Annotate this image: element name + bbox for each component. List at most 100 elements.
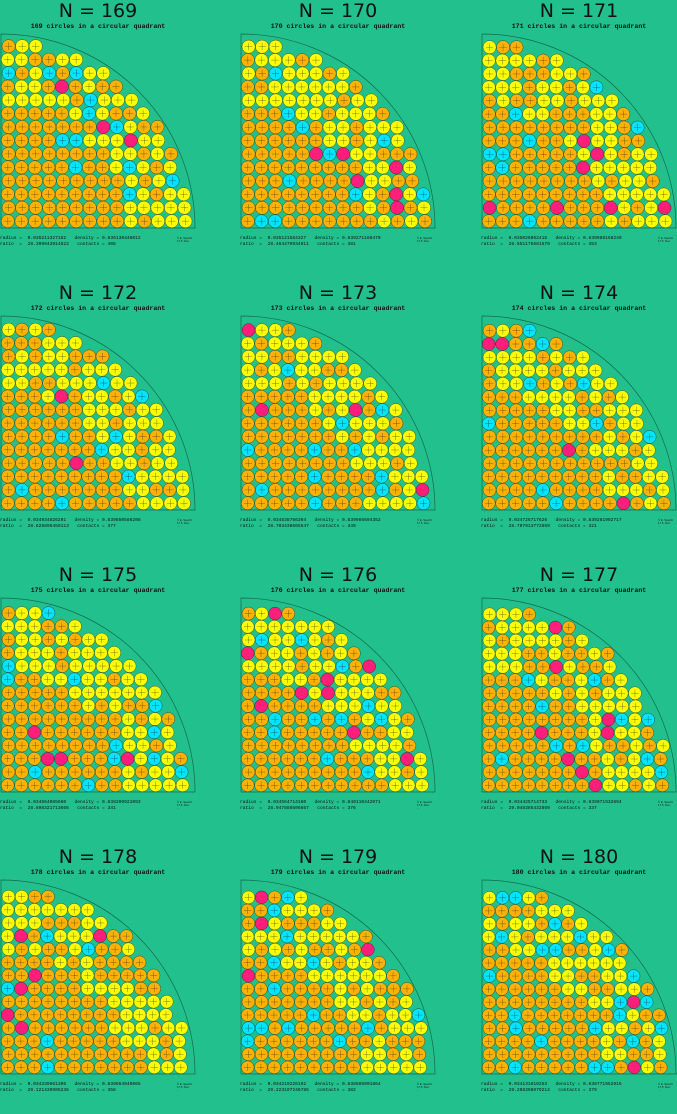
packed-circle bbox=[67, 995, 82, 1009]
packed-circle bbox=[508, 416, 523, 431]
packed-circle bbox=[107, 672, 121, 686]
packed-circle bbox=[536, 53, 550, 68]
packed-circle bbox=[602, 1021, 616, 1035]
packed-circle bbox=[281, 363, 295, 377]
packed-circle bbox=[1, 916, 16, 930]
packed-circle bbox=[294, 890, 308, 904]
packed-circle bbox=[615, 443, 629, 457]
packed-circle bbox=[495, 80, 510, 95]
packed-circle bbox=[110, 376, 124, 390]
packed-circle bbox=[509, 201, 524, 215]
packed-circle bbox=[294, 1060, 308, 1074]
packed-circle bbox=[495, 363, 509, 378]
packed-circle bbox=[136, 187, 150, 202]
packed-circle bbox=[401, 469, 416, 484]
packed-circle bbox=[496, 1021, 510, 1035]
packing-diagram bbox=[0, 33, 196, 229]
packed-circle bbox=[307, 969, 321, 983]
packed-circle bbox=[391, 174, 406, 188]
packed-circle bbox=[320, 1060, 334, 1074]
packed-circle bbox=[627, 752, 641, 766]
packed-circle bbox=[268, 712, 282, 726]
packed-circle bbox=[346, 1008, 360, 1022]
packed-circle bbox=[254, 982, 268, 996]
packed-circle bbox=[294, 995, 308, 1009]
packed-circle bbox=[629, 430, 643, 444]
packed-circle bbox=[268, 187, 282, 202]
packed-circle bbox=[577, 134, 591, 148]
packed-circle bbox=[294, 1021, 309, 1035]
packed-circle bbox=[96, 376, 111, 390]
packed-circle bbox=[575, 363, 589, 378]
packed-circle bbox=[482, 686, 497, 700]
packed-circle bbox=[111, 173, 125, 188]
packed-circle bbox=[337, 93, 351, 108]
packed-circle bbox=[309, 66, 323, 81]
packed-circle bbox=[133, 968, 148, 983]
packed-circle bbox=[536, 377, 551, 391]
packed-circle bbox=[615, 1021, 629, 1035]
packed-circle bbox=[548, 969, 562, 983]
packed-circle bbox=[535, 107, 550, 121]
packed-circle bbox=[107, 981, 121, 996]
packed-circle bbox=[134, 981, 148, 996]
packed-circle bbox=[1, 496, 15, 510]
packed-circle bbox=[535, 686, 550, 700]
packed-circle bbox=[68, 336, 83, 350]
packed-circle bbox=[70, 93, 84, 107]
packed-circle bbox=[281, 416, 296, 431]
packed-circle bbox=[534, 956, 548, 970]
packed-circle bbox=[280, 1034, 294, 1048]
packed-circle bbox=[241, 1008, 255, 1022]
packed-circle bbox=[550, 67, 564, 81]
packed-circle bbox=[268, 376, 283, 391]
packed-circle bbox=[123, 456, 138, 470]
packed-circle bbox=[347, 1060, 361, 1074]
packed-circle bbox=[482, 456, 497, 471]
packed-circle bbox=[134, 752, 148, 766]
packed-circle bbox=[81, 699, 96, 713]
packed-circle bbox=[295, 350, 309, 364]
packed-circle bbox=[55, 659, 70, 673]
packed-circle bbox=[68, 429, 83, 444]
packed-circle bbox=[401, 443, 416, 457]
packed-circle bbox=[522, 1021, 536, 1035]
packed-circle bbox=[522, 443, 536, 457]
packed-circle bbox=[522, 324, 537, 338]
packed-circle bbox=[657, 496, 671, 510]
packed-circle bbox=[281, 429, 296, 444]
packed-circle bbox=[600, 995, 615, 1009]
packed-circle bbox=[120, 995, 134, 1009]
packed-circle bbox=[613, 1008, 627, 1022]
packed-circle bbox=[402, 483, 416, 497]
density-value: 0.839850586208 bbox=[102, 518, 141, 523]
packed-circle bbox=[268, 633, 282, 647]
packed-circle bbox=[536, 214, 550, 228]
packed-circle bbox=[307, 443, 322, 457]
packed-circle bbox=[322, 416, 336, 431]
packed-circle bbox=[416, 496, 431, 510]
packed-circle bbox=[67, 1060, 81, 1074]
radius-value: 0.034425714733 bbox=[508, 800, 548, 805]
packed-circle bbox=[535, 1021, 549, 1035]
panel-subtitle: 170 circles in a circular quadrant bbox=[270, 23, 406, 30]
packed-circle bbox=[267, 1008, 281, 1022]
packed-circle bbox=[241, 80, 255, 94]
packed-circle bbox=[576, 107, 590, 121]
packed-circle bbox=[94, 362, 109, 377]
packed-circle bbox=[535, 496, 550, 510]
panel-subtitle: 174 circles in a circular quadrant bbox=[511, 305, 647, 312]
packed-circle bbox=[149, 403, 163, 417]
packed-circle bbox=[418, 214, 432, 228]
packed-circle bbox=[375, 778, 389, 792]
packed-circle bbox=[268, 943, 282, 957]
packed-circle bbox=[282, 147, 296, 161]
packed-circle bbox=[241, 416, 255, 431]
packed-circle bbox=[81, 685, 96, 700]
packing-diagram bbox=[240, 879, 436, 1075]
packed-circle bbox=[15, 147, 29, 161]
contacts-row: contacts = 381 bbox=[317, 242, 356, 247]
packed-circle bbox=[482, 969, 497, 983]
packed-circle bbox=[604, 456, 618, 471]
packed-circle bbox=[121, 685, 136, 700]
